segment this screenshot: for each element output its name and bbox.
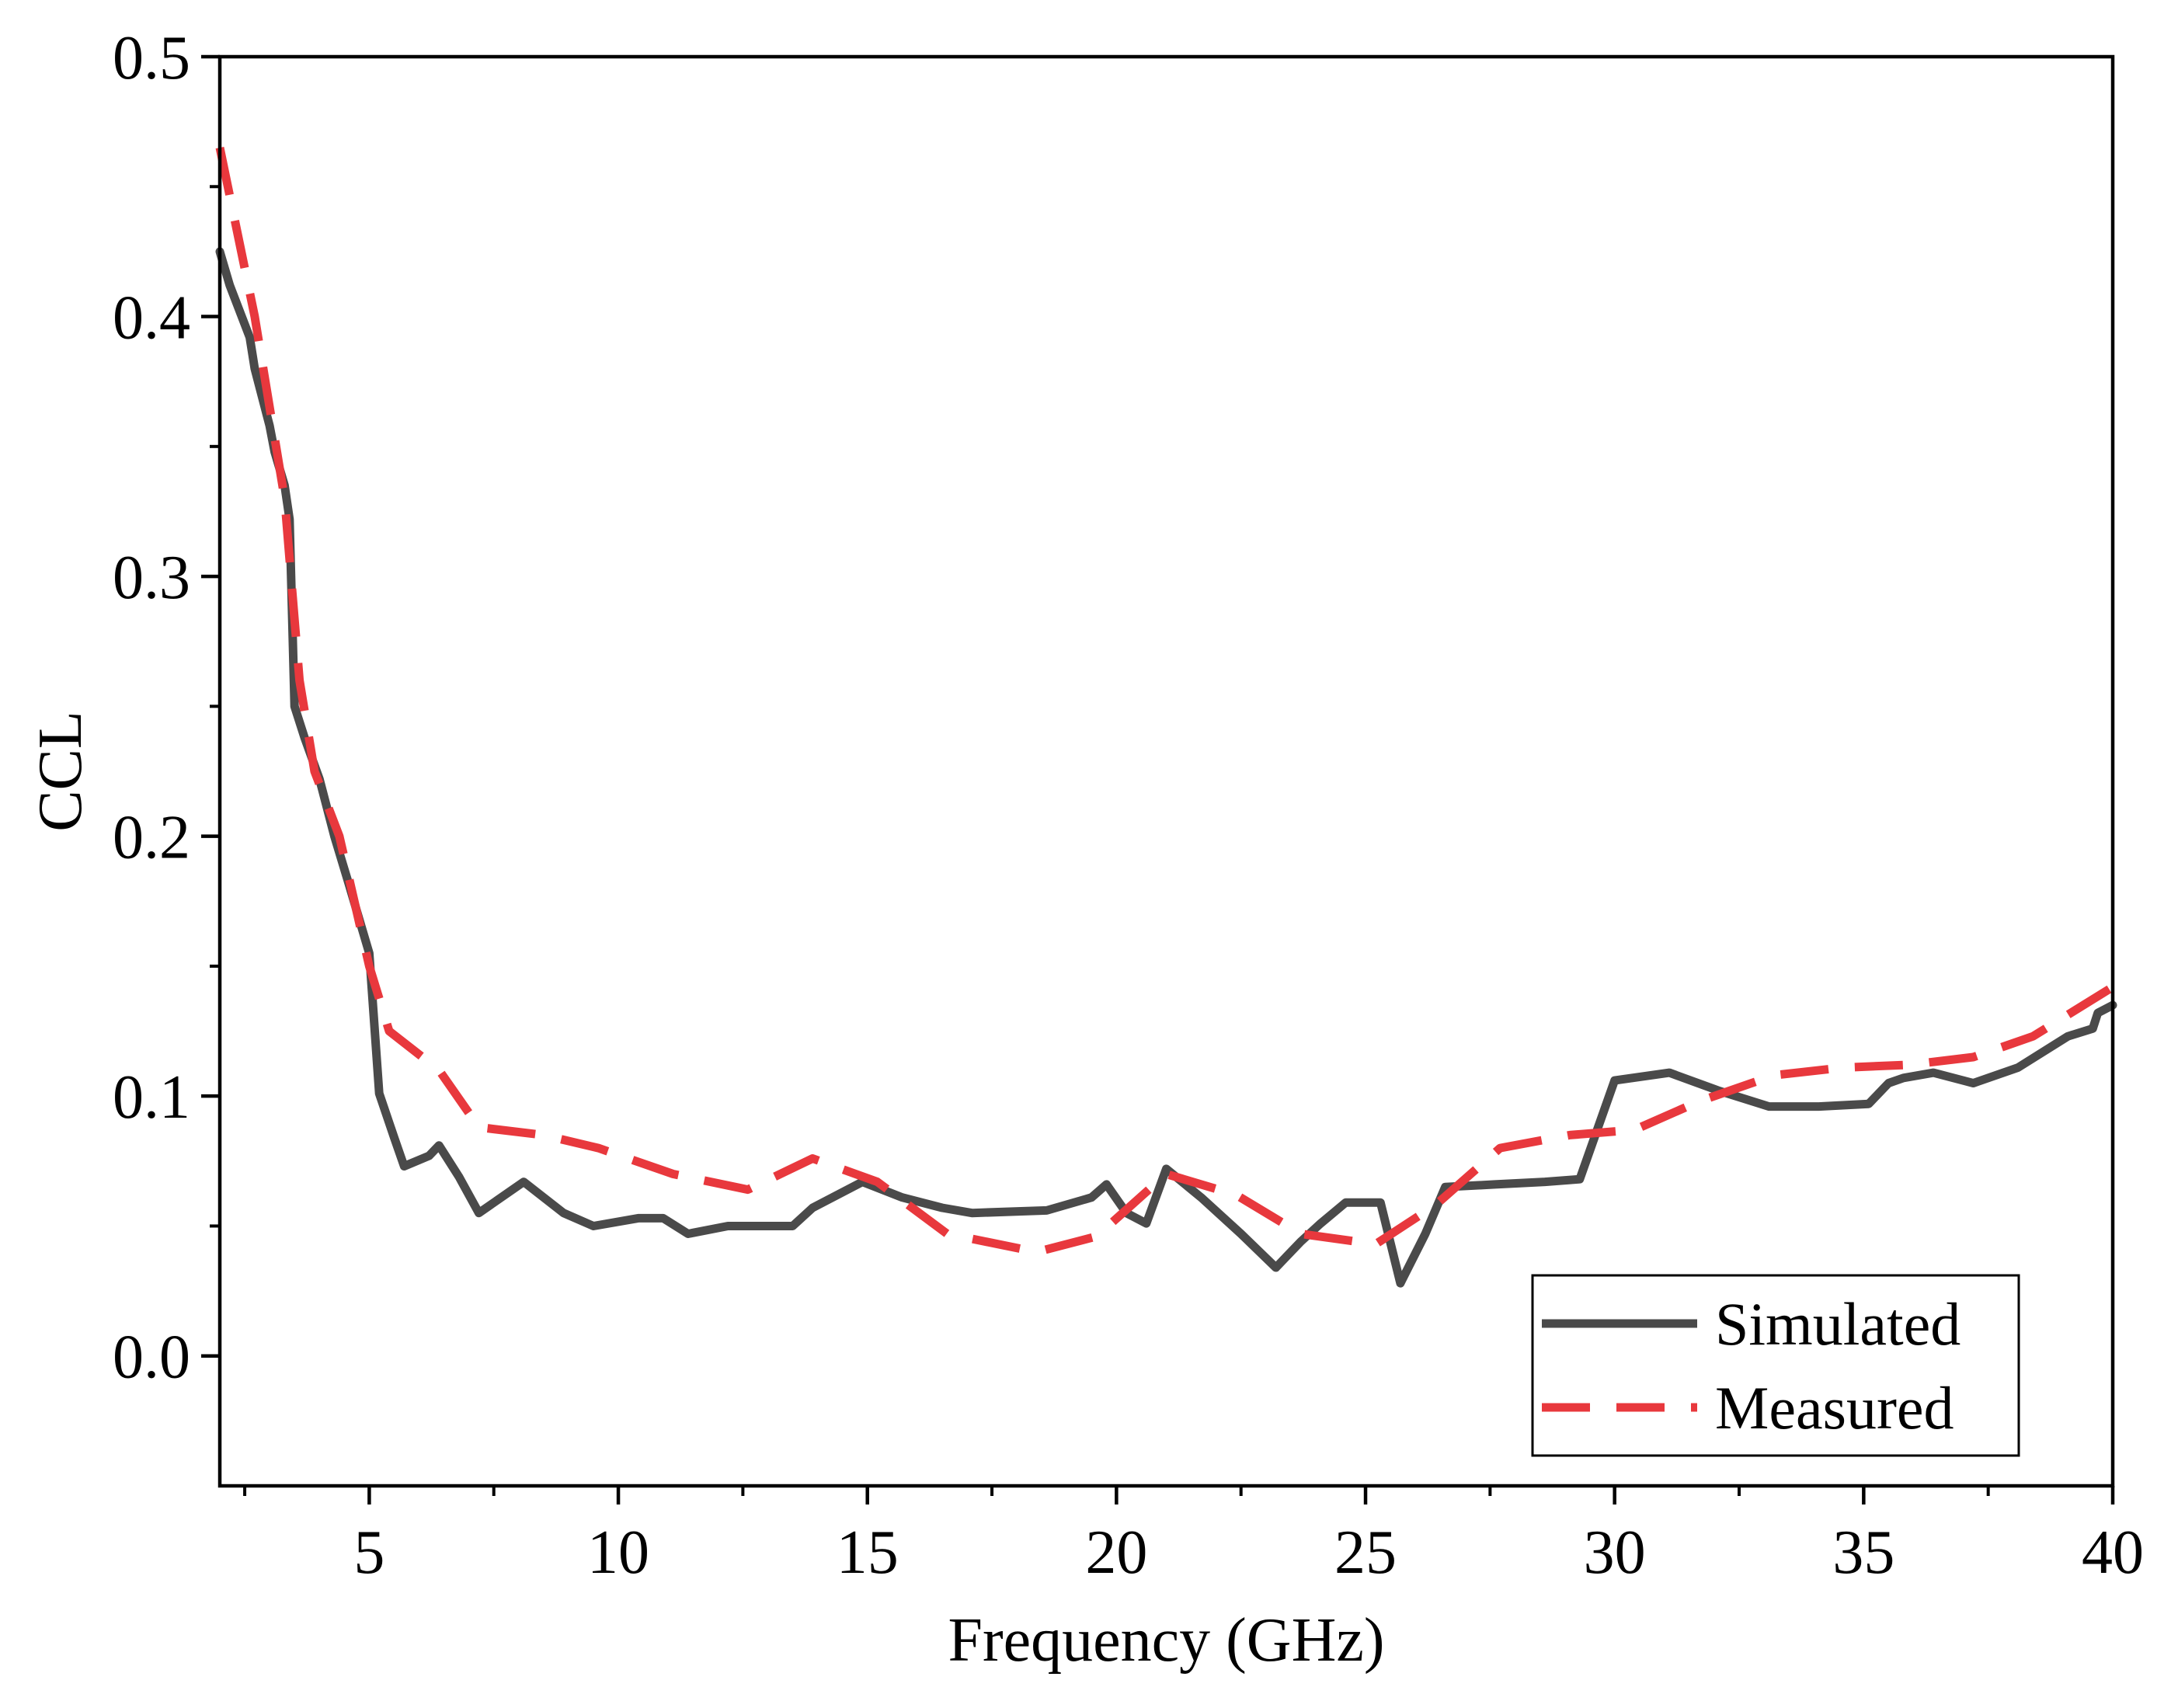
- x-tick-label-15: 15: [837, 1518, 899, 1587]
- x-tick-label-20: 20: [1085, 1518, 1147, 1587]
- y-axis: 0.0 0.1 0.2 0.3 0.4 0.5: [113, 24, 220, 1392]
- legend-label-simulated: Simulated: [1715, 1290, 1961, 1358]
- y-tick-label-0.3: 0.3: [113, 544, 190, 612]
- y-tick-label-0.2: 0.2: [113, 804, 190, 872]
- y-tick-label-0.0: 0.0: [113, 1324, 190, 1392]
- series-layer: [215, 146, 2117, 1288]
- y-tick-label-0.4: 0.4: [113, 284, 190, 353]
- x-tick-label-10: 10: [587, 1518, 649, 1587]
- series-line-measured: [215, 146, 2115, 1257]
- x-tick-label-25: 25: [1334, 1518, 1397, 1587]
- x-tick-label-5: 5: [353, 1518, 384, 1587]
- x-axis-title: Frequency (GHz): [948, 1606, 1385, 1675]
- y-tick-label-0.1: 0.1: [113, 1063, 190, 1132]
- legend-box: [1531, 1274, 2020, 1457]
- x-axis: 5 10 15 20 25 30 35 40: [243, 1486, 2144, 1587]
- plot-frame: [217, 54, 2115, 1488]
- x-tick-label-40: 40: [2082, 1518, 2144, 1587]
- y-axis-title: CCL: [26, 711, 95, 832]
- y-tick-label-0.5: 0.5: [113, 24, 190, 92]
- x-tick-label-35: 35: [1832, 1518, 1894, 1587]
- legend: Simulated Measured: [1531, 1274, 2020, 1457]
- x-tick-label-30: 30: [1584, 1518, 1646, 1587]
- legend-label-measured: Measured: [1715, 1374, 1954, 1442]
